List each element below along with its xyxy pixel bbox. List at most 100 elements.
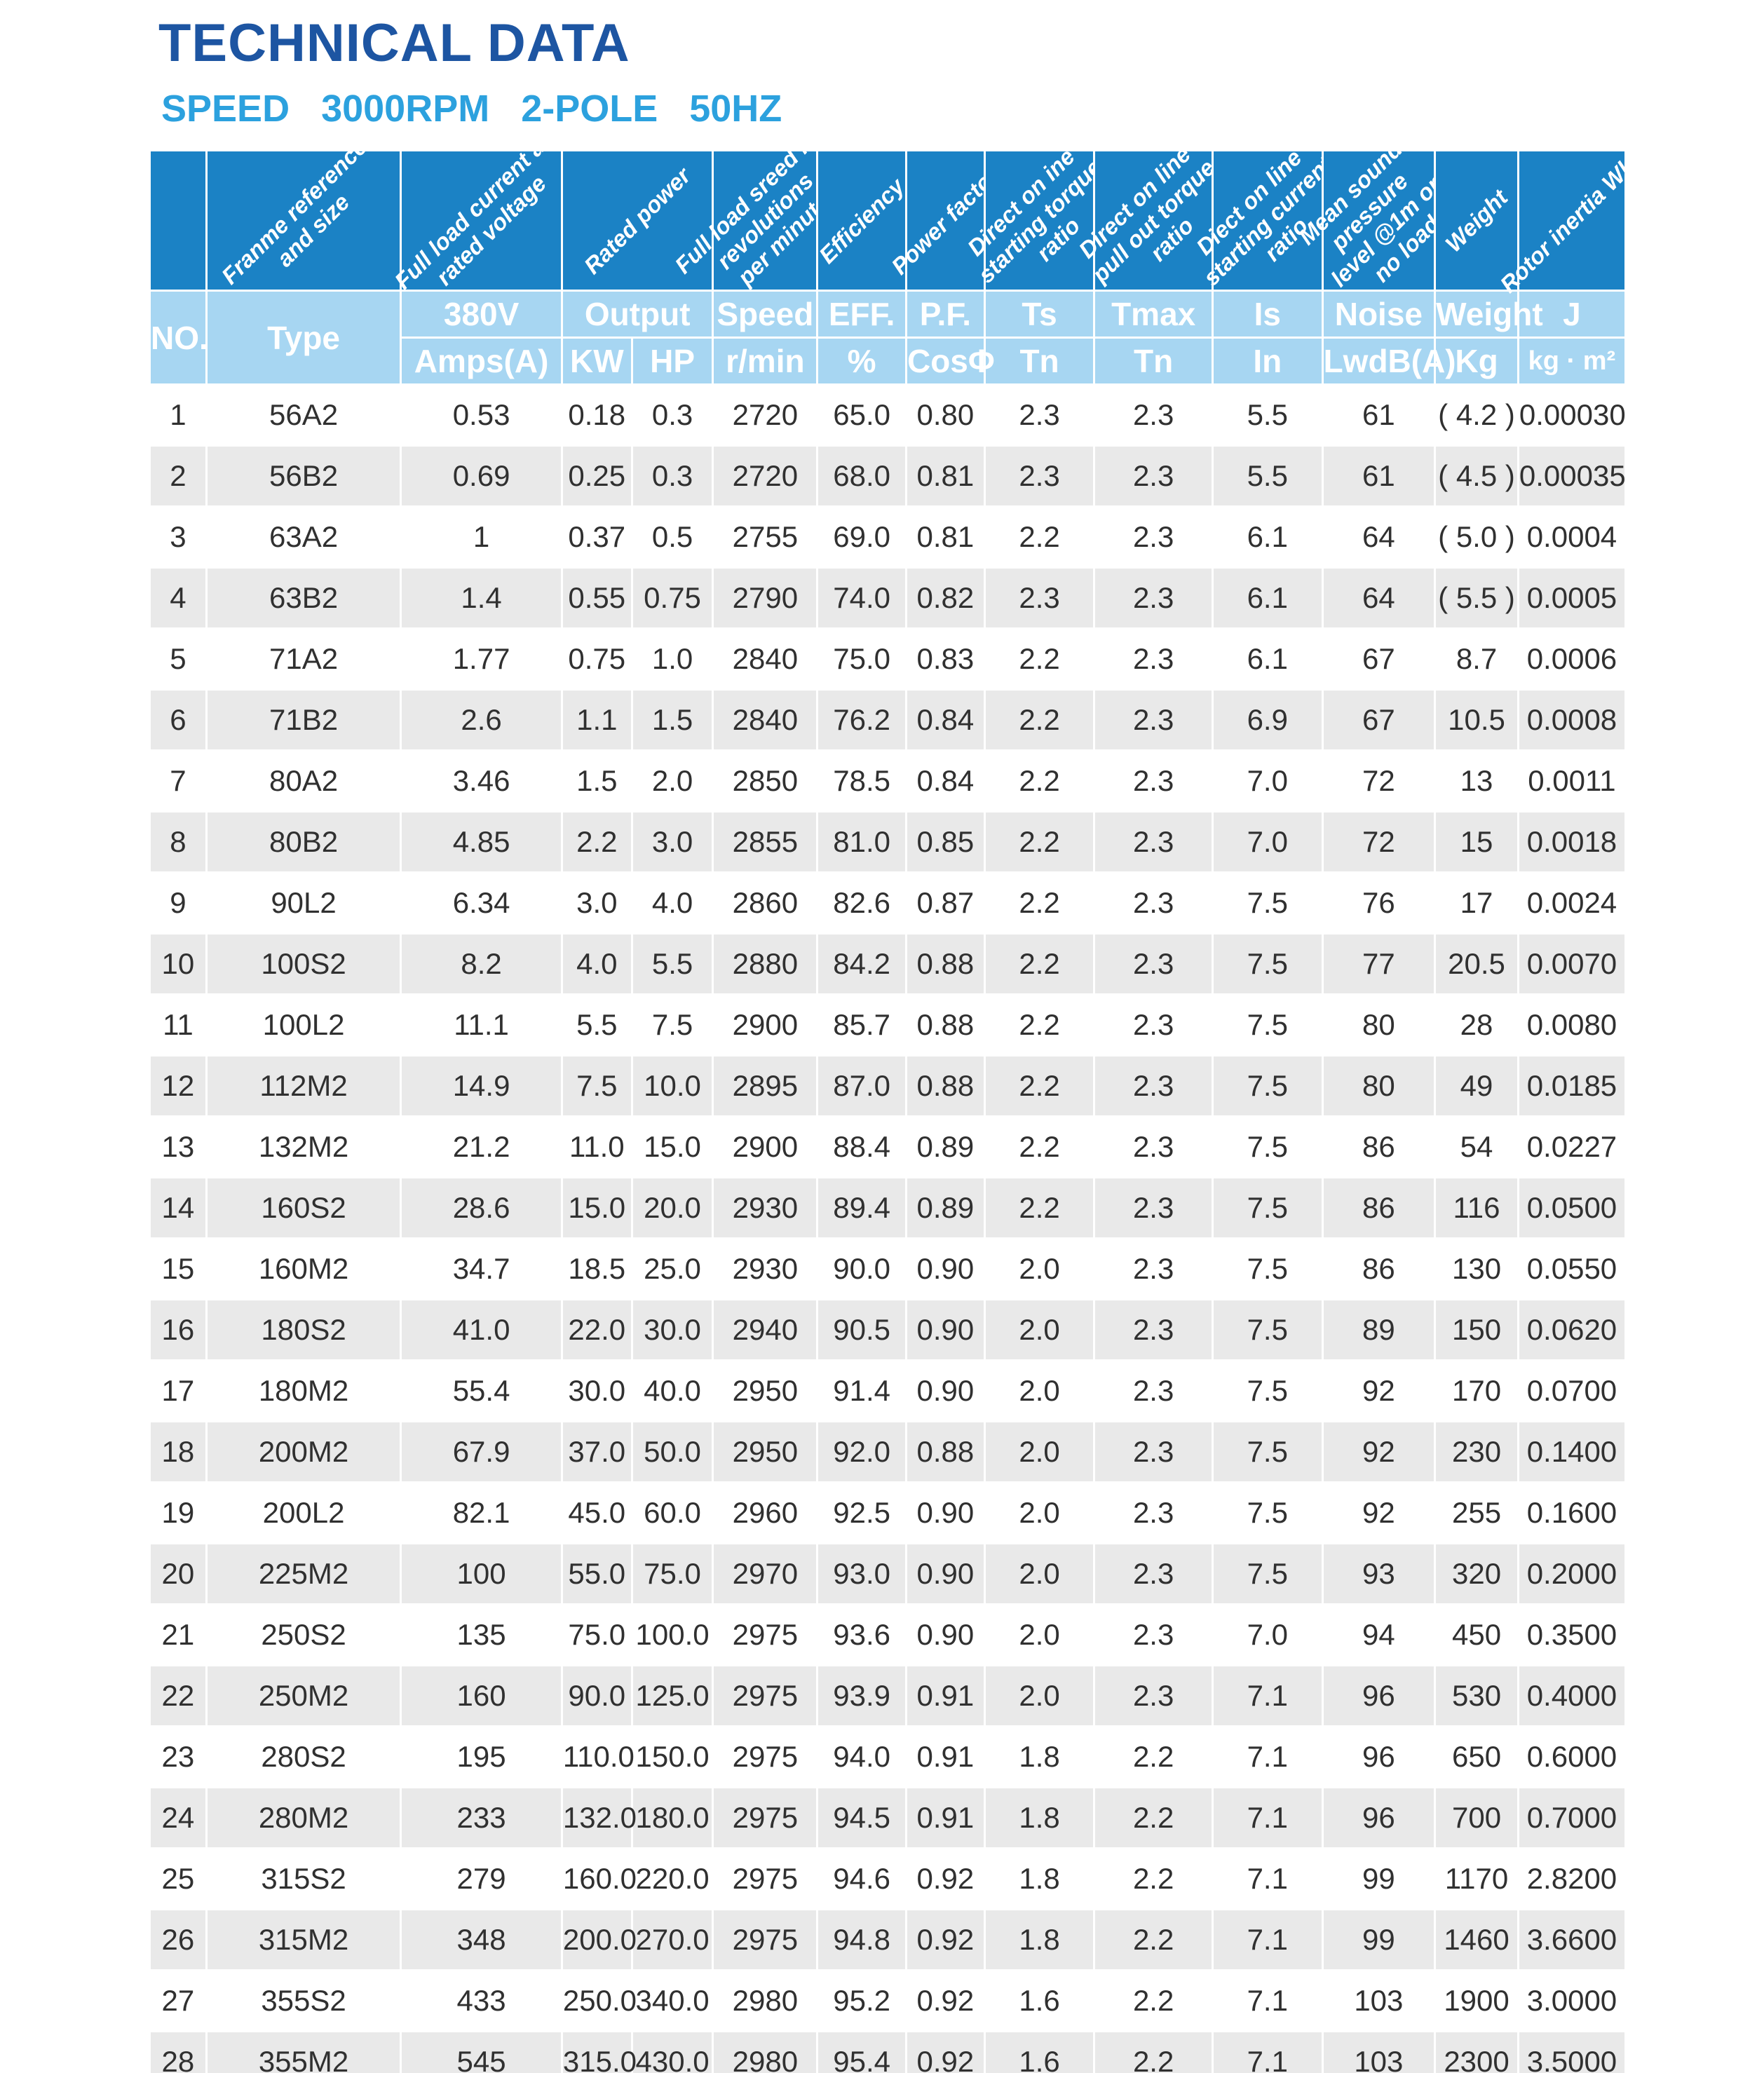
cell-is: 7.1 [1211, 1969, 1324, 2032]
cell-eff: 81.0 [816, 810, 907, 874]
col-header-pf: P.F. [904, 290, 986, 339]
cell-ts: 2.2 [983, 688, 1096, 752]
col-header-no: NO. [149, 290, 208, 386]
frame-reference-label: Franme reference and size [216, 132, 372, 289]
cell-j: 0.0550 [1517, 1237, 1627, 1300]
cell-amps: 348 [400, 1908, 563, 1971]
cell-is: 7.0 [1211, 749, 1324, 813]
cell-noise: 77 [1321, 932, 1437, 995]
cell-eff: 75.0 [816, 627, 907, 691]
unit-header-hp: HP [630, 337, 714, 386]
cell-ts: 2.0 [983, 1481, 1096, 1544]
cell-pf: 0.91 [904, 1786, 986, 1849]
cell-hp: 125.0 [630, 1664, 714, 1727]
cell-noise: 94 [1321, 1603, 1437, 1666]
cell-amps: 41.0 [400, 1298, 563, 1361]
cell-type: 250S2 [205, 1603, 402, 1666]
cell-speed: 2755 [712, 505, 819, 569]
cell-kw: 1.1 [560, 688, 633, 752]
cell-noise: 89 [1321, 1298, 1437, 1361]
cell-noise: 64 [1321, 566, 1437, 630]
header-efficiency: Efficiency [814, 149, 909, 292]
cell-hp: 0.3 [630, 444, 714, 508]
cell-eff: 92.0 [816, 1420, 907, 1483]
cell-tmax: 2.3 [1093, 1115, 1214, 1178]
group-header-row: NO. Type 380V Output Speed EFF. P.F. Ts … [149, 290, 1627, 386]
cell-weight: 700 [1434, 1786, 1519, 1849]
cell-weight: 8.7 [1434, 627, 1519, 691]
cell-amps: 545 [400, 2030, 563, 2073]
cell-j: 0.0500 [1517, 1176, 1627, 1239]
col-header-ts: Ts [983, 290, 1096, 339]
cell-ts: 2.2 [983, 932, 1096, 995]
cell-type: 56B2 [205, 444, 402, 508]
cell-no: 10 [149, 932, 208, 995]
cell-hp: 430.0 [630, 2030, 714, 2073]
cell-pf: 0.90 [904, 1298, 986, 1361]
unit-header-kgm2: kg · m² [1517, 337, 1627, 386]
cell-tmax: 2.3 [1093, 1603, 1214, 1666]
cell-ts: 1.6 [983, 2030, 1096, 2073]
cell-hp: 0.5 [630, 505, 714, 569]
cell-speed: 2975 [712, 1664, 819, 1727]
cell-no: 28 [149, 2030, 208, 2073]
cell-amps: 34.7 [400, 1237, 563, 1300]
cell-speed: 2840 [712, 688, 819, 752]
cell-noise: 67 [1321, 688, 1437, 752]
cell-pf: 0.82 [904, 566, 986, 630]
cell-speed: 2975 [712, 1786, 819, 1849]
table-row: 13 132M2 21.2 11.0 15.0 2900 88.4 0.89 2.2 2.3 7.5… [149, 1115, 1627, 1178]
cell-eff: 94.8 [816, 1908, 907, 1971]
cell-kw: 15.0 [560, 1176, 633, 1239]
cell-is: 7.5 [1211, 1176, 1324, 1239]
cell-noise: 92 [1321, 1481, 1437, 1544]
cell-tmax: 2.3 [1093, 1542, 1214, 1605]
cell-no: 3 [149, 505, 208, 569]
cell-amps: 100 [400, 1542, 563, 1605]
cell-ts: 2.0 [983, 1359, 1096, 1422]
table-header: Franme reference and size Full load curr… [149, 125, 1648, 386]
cell-pf: 0.89 [904, 1176, 986, 1239]
cell-pf: 0.88 [904, 932, 986, 995]
cell-tmax: 2.3 [1093, 1298, 1214, 1361]
cell-weight: 49 [1434, 1054, 1519, 1117]
col-header-tmax: Tmax [1093, 290, 1214, 339]
cell-kw: 75.0 [560, 1603, 633, 1666]
rotated-header-row: Franme reference and size Full load curr… [149, 125, 1648, 297]
cell-eff: 82.6 [816, 871, 907, 934]
cell-ts: 1.8 [983, 1786, 1096, 1849]
cell-tmax: 2.2 [1093, 1847, 1214, 1910]
cell-type: 355S2 [205, 1969, 402, 2032]
cell-pf: 0.92 [904, 1847, 986, 1910]
cell-eff: 65.0 [816, 383, 907, 447]
header-starting-torque: Direct on ine starting torque ratio [962, 143, 1106, 292]
cell-amps: 11.1 [400, 993, 563, 1056]
header-frame-reference: Franme reference and size [205, 133, 402, 292]
table-row: 14 160S2 28.6 15.0 20.0 2930 89.4 0.89 2.2 2.3 7.5… [149, 1176, 1627, 1239]
cell-pf: 0.90 [904, 1603, 986, 1666]
cell-eff: 74.0 [816, 566, 907, 630]
unit-header-kw: KW [560, 337, 633, 386]
cell-ts: 2.2 [983, 505, 1096, 569]
cell-noise: 92 [1321, 1359, 1437, 1422]
cell-type: 132M2 [205, 1115, 402, 1178]
cell-speed: 2970 [712, 1542, 819, 1605]
unit-header-tn-1: Tn [983, 337, 1096, 386]
cell-type: 250M2 [205, 1664, 402, 1727]
cell-is: 6.9 [1211, 688, 1324, 752]
cell-pf: 0.90 [904, 1481, 986, 1544]
cell-amps: 3.46 [400, 749, 563, 813]
cell-type: 80A2 [205, 749, 402, 813]
cell-kw: 7.5 [560, 1054, 633, 1117]
cell-ts: 1.6 [983, 1969, 1096, 2032]
header-rotor-inertia: Rotor inertia Wk2 [1495, 144, 1648, 297]
cell-pf: 0.90 [904, 1359, 986, 1422]
cell-hp: 10.0 [630, 1054, 714, 1117]
cell-pf: 0.88 [904, 1054, 986, 1117]
cell-noise: 99 [1321, 1847, 1437, 1910]
cell-noise: 92 [1321, 1420, 1437, 1483]
cell-kw: 0.37 [560, 505, 633, 569]
cell-tmax: 2.3 [1093, 1481, 1214, 1544]
table-body: 1 56A2 0.53 0.18 0.3 2720 65.0 0.80 2.3 2.3 5.5 61(… [149, 383, 1627, 2073]
cell-j: 0.1600 [1517, 1481, 1627, 1544]
